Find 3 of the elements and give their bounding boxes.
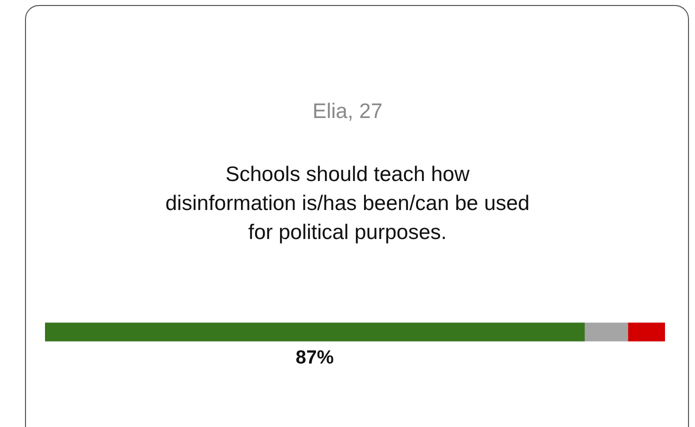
chart-subtitle: Schools should teach how disinformation is/has been/can be used for political purposes. bbox=[164, 162, 531, 246]
data-label: 87% bbox=[296, 348, 334, 369]
chart-title: Elia, 27 bbox=[311, 100, 384, 124]
